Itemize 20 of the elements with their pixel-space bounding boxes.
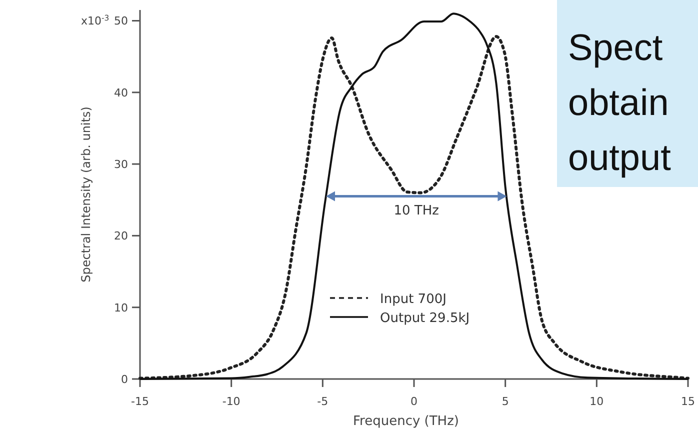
x-axis-title: Frequency (THz) [353, 414, 459, 429]
legend-label: Input 700J [380, 292, 446, 307]
y-tick-label: 30 [114, 158, 128, 172]
x-tick-label: 10 [590, 395, 604, 408]
y-tick-label: 10 [114, 301, 128, 314]
x-tick-label: -5 [317, 395, 328, 408]
y-tick-label: 20 [114, 230, 128, 243]
y-tick-label: 40 [114, 86, 128, 100]
x-tick-label: -15 [131, 395, 149, 408]
legend-label: Output 29.5kJ [380, 311, 470, 326]
x-tick-label: 0 [410, 395, 418, 408]
y-tick-label: 50 [114, 14, 128, 28]
text: x10$^{-3}$ [81, 13, 110, 28]
y-tick-label: 0 [121, 373, 128, 386]
x-tick-label: 15 [681, 395, 695, 408]
x-tick-label: 5 [502, 395, 509, 408]
annotation: Spect obtain output [568, 27, 672, 178]
y-axis-title: Spectral Intensity (arb. units) [79, 106, 93, 282]
x-tick-label: -10 [222, 395, 240, 408]
annotation: 10 THz [394, 203, 440, 218]
